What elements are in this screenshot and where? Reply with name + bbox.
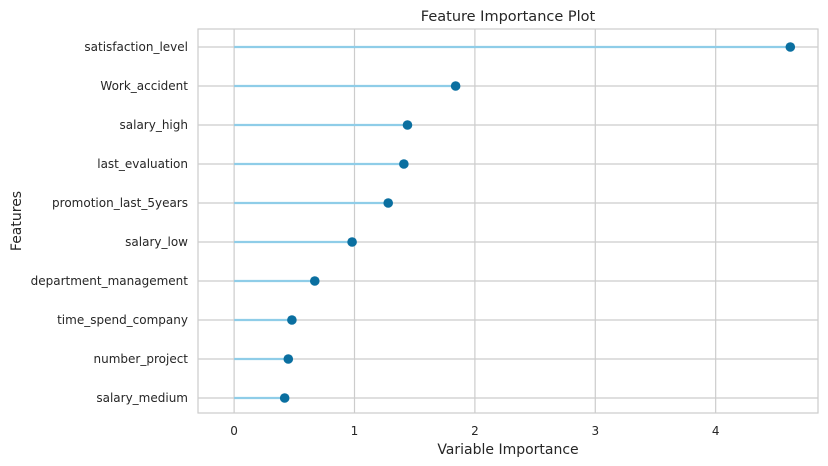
y-tick-label: department_management (31, 274, 189, 288)
x-tick-label: 4 (712, 424, 720, 438)
x-tick-label: 1 (351, 424, 359, 438)
marks-layer (234, 42, 796, 403)
y-tick-label: time_spend_company (57, 313, 188, 327)
x-axis-title: Variable Importance (437, 442, 578, 458)
x-tick-label: 0 (230, 424, 238, 438)
labels-layer: 0 1 2 3 4 satisfaction_level Work_accidentsala… (31, 40, 720, 438)
x-tick-label: 3 (591, 424, 599, 438)
importance-marker (279, 393, 290, 403)
y-tick-label: Work_accident (100, 79, 188, 93)
y-axis-title: Features (9, 191, 25, 251)
importance-marker (399, 159, 409, 169)
plot-frame (197, 28, 819, 414)
y-tick-label: salary_high (120, 118, 189, 132)
y-tick-label: satisfaction_level (84, 40, 188, 54)
chart-title: Feature Importance Plot (421, 9, 596, 25)
importance-marker (347, 237, 357, 247)
y-tick-label: promotion_last_5years (52, 196, 188, 210)
y-tick-label: salary_medium (96, 391, 188, 405)
y-tick-label: number_project (94, 352, 189, 366)
importance-marker (785, 42, 796, 52)
y-tick-label: salary_low (125, 235, 188, 249)
importance-marker (287, 315, 297, 325)
y-tick-label: last_evaluation (97, 157, 188, 171)
importance-marker (383, 198, 394, 208)
importance-marker (450, 81, 461, 91)
importance-marker (283, 354, 294, 364)
importance-marker (309, 276, 320, 286)
x-tick-label: 2 (471, 424, 479, 438)
importance-marker (402, 120, 413, 130)
